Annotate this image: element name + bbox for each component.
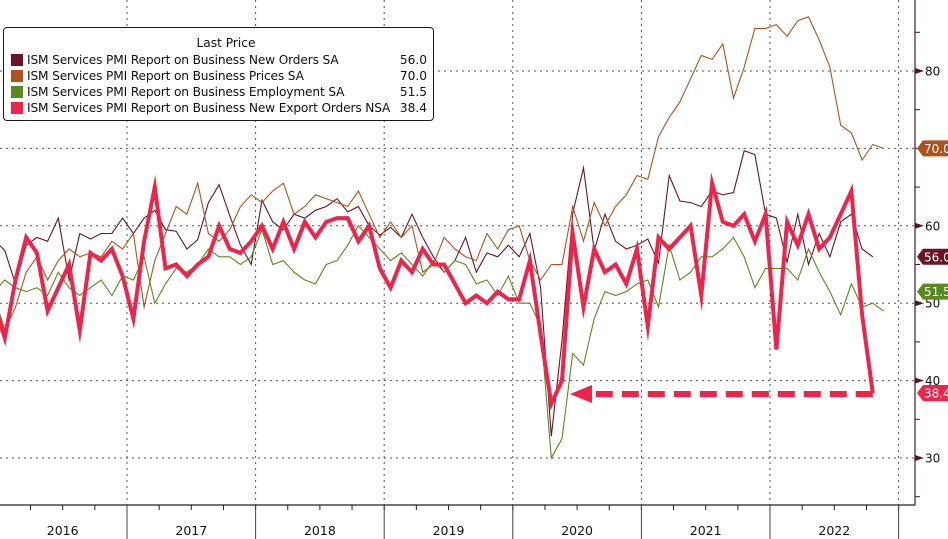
legend-title: Last Price bbox=[196, 36, 256, 50]
legend-value: 56.0 bbox=[399, 53, 427, 67]
legend-swatch bbox=[11, 102, 23, 114]
legend-item-new-orders: ISM Services PMI Report on Business New … bbox=[11, 52, 427, 68]
x-tick-label: 2019 bbox=[433, 523, 465, 538]
legend-item-employment: ISM Services PMI Report on Business Empl… bbox=[11, 84, 427, 100]
last-value-tag-text: 38.4 bbox=[924, 386, 948, 400]
y-tick-marker bbox=[915, 377, 924, 384]
series-line-1 bbox=[0, 16, 884, 332]
last-value-tags: 70.0 56.0 51.5 38.4 bbox=[917, 140, 948, 401]
series-lines bbox=[0, 16, 884, 460]
annotations bbox=[570, 384, 873, 403]
legend-label: ISM Services PMI Report on Business New … bbox=[27, 53, 339, 67]
last-value-tag bbox=[917, 384, 948, 401]
x-tick-label: 2016 bbox=[47, 523, 79, 538]
x-tick-label: 2022 bbox=[818, 523, 850, 538]
last-value-tag-text: 51.5 bbox=[924, 285, 948, 299]
x-tick-label: 2018 bbox=[304, 523, 336, 538]
y-tick-label: 40 bbox=[925, 374, 940, 388]
y-tick-label: 60 bbox=[925, 219, 940, 233]
legend-value: 38.4 bbox=[399, 101, 427, 115]
x-tick-label: 2021 bbox=[690, 523, 722, 538]
legend-label: ISM Services PMI Report on Business New … bbox=[27, 101, 391, 115]
legend-value: 70.0 bbox=[399, 69, 427, 83]
x-tick-label: 2017 bbox=[175, 523, 207, 538]
legend-value: 51.5 bbox=[399, 85, 427, 99]
legend: Last Price ISM Services PMI Report on Bu… bbox=[3, 27, 434, 121]
legend-item-export-orders: ISM Services PMI Report on Business New … bbox=[11, 100, 427, 116]
y-tick-marker bbox=[915, 300, 924, 307]
series-line-3 bbox=[0, 172, 875, 411]
x-tick-label: 2020 bbox=[561, 523, 593, 538]
last-value-tag bbox=[917, 248, 948, 265]
y-tick-marker bbox=[915, 455, 924, 461]
annotation-arrowhead bbox=[570, 384, 592, 403]
y-tick-label: 50 bbox=[925, 297, 940, 311]
legend-swatch bbox=[11, 86, 23, 98]
legend-item-prices: ISM Services PMI Report on Business Pric… bbox=[11, 68, 427, 84]
y-tick-marker bbox=[915, 68, 924, 74]
last-value-tag bbox=[917, 140, 948, 157]
legend-swatch bbox=[11, 54, 23, 66]
last-value-tag-text: 70.0 bbox=[924, 142, 948, 156]
last-value-tag bbox=[917, 283, 948, 300]
y-tick-marker bbox=[915, 222, 924, 229]
legend-swatch bbox=[11, 70, 23, 82]
last-value-tag-text: 56.0 bbox=[924, 250, 948, 264]
series-line-0 bbox=[0, 149, 874, 437]
legend-label: ISM Services PMI Report on Business Pric… bbox=[27, 69, 304, 83]
legend-label: ISM Services PMI Report on Business Empl… bbox=[27, 85, 345, 99]
y-tick-label: 30 bbox=[925, 452, 940, 466]
y-tick-label: 80 bbox=[925, 65, 940, 79]
series-line-2 bbox=[0, 224, 884, 460]
